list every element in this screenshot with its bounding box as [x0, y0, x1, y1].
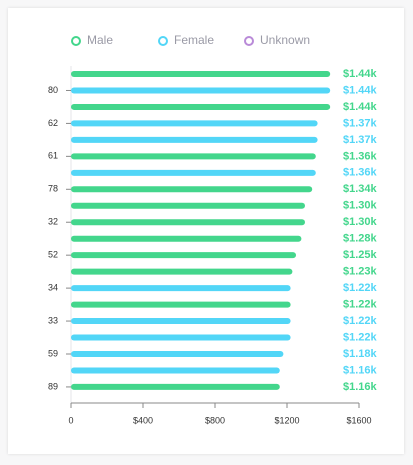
bar	[71, 136, 318, 143]
y-tick-label: 32	[48, 217, 58, 227]
y-tick-label: 34	[48, 282, 58, 292]
bar	[71, 87, 331, 94]
bar	[71, 301, 291, 308]
bar	[71, 169, 316, 176]
y-tick-label: 89	[48, 381, 58, 391]
bar	[71, 202, 305, 209]
legend-label: Unknown	[260, 33, 310, 47]
bar	[71, 219, 305, 226]
x-tick-label: $1600	[346, 415, 371, 425]
bar	[71, 186, 313, 193]
value-label: $1.22k	[343, 298, 378, 310]
bar	[71, 103, 331, 110]
bar	[71, 153, 316, 160]
value-label: $1.16k	[343, 381, 378, 393]
x-tick-label: $400	[133, 415, 153, 425]
y-tick-label: 52	[48, 250, 58, 260]
bar	[71, 268, 293, 275]
value-label: $1.23k	[343, 266, 378, 278]
value-label: $1.37k	[343, 117, 378, 129]
value-label: $1.30k	[343, 216, 378, 228]
bar	[71, 350, 284, 357]
legend-marker	[158, 36, 168, 46]
value-label: $1.37k	[343, 134, 378, 146]
bar	[71, 285, 291, 292]
value-label: $1.22k	[343, 331, 378, 343]
value-label: $1.44k	[343, 68, 378, 80]
bar	[71, 235, 302, 242]
bar	[71, 318, 291, 325]
value-label: $1.22k	[343, 282, 378, 294]
bar	[71, 252, 296, 259]
legend-label: Male	[87, 33, 113, 47]
bar	[71, 71, 331, 77]
x-tick-label: $800	[205, 415, 225, 425]
x-tick-label: $1200	[274, 415, 299, 425]
y-tick-label: 33	[48, 315, 58, 325]
bar	[71, 120, 318, 127]
value-label: $1.34k	[343, 183, 378, 195]
y-tick-label: 61	[48, 151, 58, 161]
value-label: $1.16k	[343, 364, 378, 376]
bar	[71, 383, 280, 390]
legend-marker	[244, 36, 254, 46]
x-tick-label: 0	[68, 415, 73, 425]
value-label: $1.18k	[343, 348, 378, 360]
y-tick-label: 78	[48, 184, 58, 194]
value-label: $1.22k	[343, 315, 378, 327]
value-label: $1.25k	[343, 249, 378, 261]
value-label: $1.36k	[343, 167, 378, 179]
card	[8, 8, 404, 454]
y-tick-label: 59	[48, 348, 58, 358]
value-label: $1.30k	[343, 200, 378, 212]
bar	[71, 334, 291, 341]
legend-marker	[71, 36, 81, 46]
legend-label: Female	[174, 33, 214, 47]
value-label: $1.28k	[343, 233, 378, 245]
bar	[71, 367, 280, 374]
y-tick-label: 80	[48, 85, 58, 95]
value-label: $1.44k	[343, 84, 378, 96]
value-label: $1.44k	[343, 101, 378, 113]
value-label: $1.36k	[343, 150, 378, 162]
y-tick-label: 62	[48, 118, 58, 128]
